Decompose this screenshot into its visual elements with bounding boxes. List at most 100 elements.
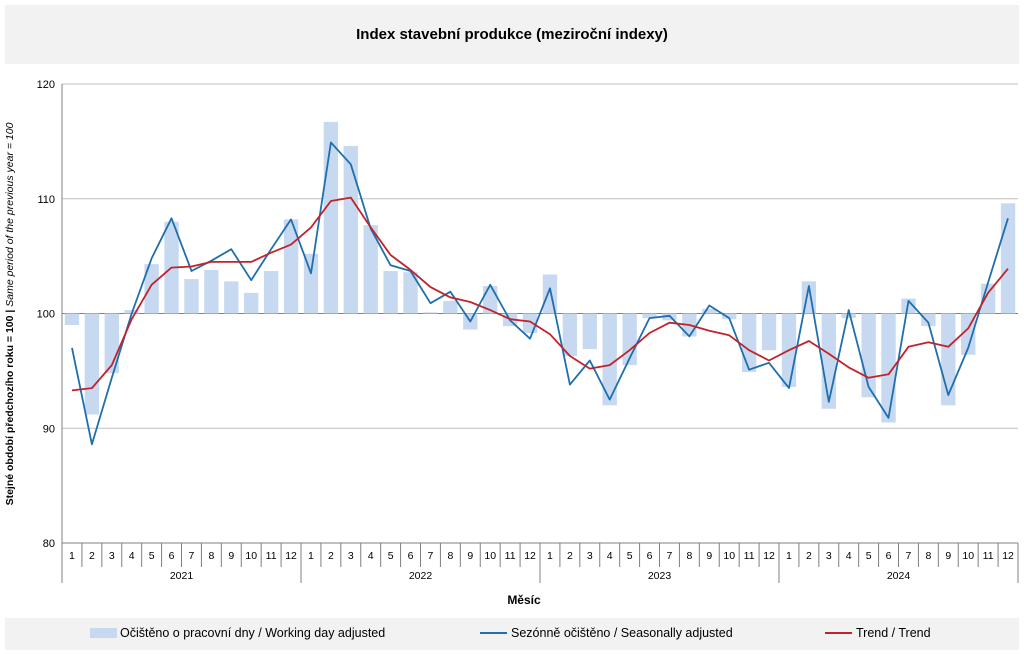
legend-item-seasonally: Sezónně očištěno / Seasonally adjusted bbox=[480, 626, 733, 640]
seasonally-adjusted-line bbox=[71, 141, 1009, 446]
bar bbox=[343, 145, 358, 314]
bar bbox=[522, 313, 538, 334]
bar bbox=[204, 269, 219, 314]
x-tick-label: 11 bbox=[744, 550, 755, 562]
x-tick-label: 12 bbox=[524, 550, 536, 562]
x-tick-label: 9 bbox=[228, 550, 234, 562]
bar bbox=[423, 312, 438, 314]
bar bbox=[741, 313, 757, 373]
x-tick-label: 3 bbox=[109, 550, 115, 562]
x-tick-label: 4 bbox=[129, 550, 135, 562]
y-tick-label: 80 bbox=[43, 538, 55, 550]
x-tick-label: 9 bbox=[945, 550, 951, 562]
bar bbox=[961, 313, 976, 355]
x-tick-label: 11 bbox=[505, 550, 516, 562]
bar bbox=[144, 264, 159, 314]
x-tick-label: 6 bbox=[647, 550, 653, 562]
bar bbox=[244, 292, 259, 314]
y-axis-label: Stejné období předchozího roku = 100 | S… bbox=[4, 122, 16, 505]
x-tick-label: 4 bbox=[846, 550, 852, 562]
x-tick-label: 2 bbox=[806, 550, 812, 562]
bar bbox=[184, 279, 199, 314]
x-tick-label: 3 bbox=[826, 550, 832, 562]
x-tick-label: 5 bbox=[866, 550, 872, 562]
x-tick-label: 12 bbox=[285, 550, 297, 562]
bar bbox=[283, 219, 299, 314]
bar bbox=[542, 274, 558, 314]
legend: Očištěno o pracovní dny / Working day ad… bbox=[5, 618, 1019, 650]
x-tick-label: 4 bbox=[368, 550, 374, 562]
x-tick-label: 12 bbox=[763, 550, 775, 562]
legend-swatch-bar bbox=[90, 628, 117, 638]
bar bbox=[722, 313, 737, 320]
axes: 1 2 3 4 5 6 7 8 9 10 11 12 1 2 3 4 5 6 7 8 9 10 11 12 1 2 3 4 5 6 7 8 9 1… bbox=[61, 84, 1019, 583]
bar bbox=[64, 313, 80, 325]
x-tick-label: 1 bbox=[308, 550, 314, 562]
year-label: 2021 bbox=[170, 570, 194, 582]
x-tick-label: 10 bbox=[484, 550, 496, 562]
legend-item-trend: Trend / Trend bbox=[825, 626, 931, 640]
x-tick-label: 7 bbox=[189, 550, 195, 562]
x-tick-label: 6 bbox=[169, 550, 175, 562]
x-tick-label: 1 bbox=[786, 550, 792, 562]
x-tick-label: 8 bbox=[925, 550, 931, 562]
x-axis-label: Měsíc bbox=[507, 593, 541, 607]
bar bbox=[602, 313, 617, 406]
x-tick-label: 2 bbox=[567, 550, 573, 562]
legend-label: Sezónně očištěno / Seasonally adjusted bbox=[511, 626, 733, 640]
bar bbox=[761, 313, 777, 351]
x-tick-label: 10 bbox=[723, 550, 735, 562]
y-tick-label: 100 bbox=[37, 309, 55, 321]
legend-label: Trend / Trend bbox=[856, 626, 931, 640]
bar bbox=[303, 253, 319, 314]
trend-line bbox=[71, 196, 1009, 392]
bar bbox=[941, 313, 956, 406]
x-tick-label: 8 bbox=[208, 550, 214, 562]
bar bbox=[921, 313, 936, 327]
x-tick-label: 12 bbox=[1002, 550, 1014, 562]
x-tick-label: 5 bbox=[149, 550, 155, 562]
bar bbox=[841, 313, 856, 319]
bar bbox=[323, 121, 339, 314]
bar bbox=[582, 313, 597, 350]
bar bbox=[403, 272, 418, 314]
bar bbox=[383, 271, 398, 314]
x-tick-label: 2 bbox=[89, 550, 95, 562]
x-tick-label: 4 bbox=[607, 550, 613, 562]
x-tick-label: 11 bbox=[983, 550, 994, 562]
chart-title: Index stavební produkce (meziroční index… bbox=[356, 26, 668, 43]
legend-label: Očištěno o pracovní dny / Working day ad… bbox=[120, 626, 386, 640]
bar bbox=[263, 271, 279, 314]
x-tick-label: 5 bbox=[388, 550, 394, 562]
bar bbox=[642, 313, 657, 319]
bar bbox=[821, 313, 836, 409]
x-tick-label: 8 bbox=[686, 550, 692, 562]
bar bbox=[363, 225, 378, 314]
x-tick-label: 11 bbox=[266, 550, 277, 562]
x-tick-label: 5 bbox=[627, 550, 633, 562]
x-tick-label: 2 bbox=[328, 550, 334, 562]
legend-swatch-line bbox=[825, 632, 852, 634]
bar bbox=[84, 313, 100, 415]
year-label: 2024 bbox=[887, 570, 911, 582]
x-tick-label: 7 bbox=[428, 550, 434, 562]
x-tick-label: 10 bbox=[245, 550, 257, 562]
year-label: 2022 bbox=[409, 570, 433, 582]
year-label: 2023 bbox=[648, 570, 672, 582]
y-tick-label: 90 bbox=[43, 423, 55, 435]
bar bbox=[702, 308, 717, 314]
x-tick-label: 8 bbox=[447, 550, 453, 562]
y-tick-label: 110 bbox=[37, 194, 55, 206]
series-lines bbox=[71, 141, 1009, 446]
x-tick-label: 9 bbox=[467, 550, 473, 562]
bar bbox=[562, 313, 578, 356]
x-tick-label: 9 bbox=[706, 550, 712, 562]
bar bbox=[224, 281, 239, 314]
x-tick-label: 3 bbox=[348, 550, 354, 562]
x-tick-label: 1 bbox=[69, 550, 75, 562]
chart-title-bar: Index stavební produkce (meziroční index… bbox=[5, 5, 1019, 64]
x-tick-label: 3 bbox=[587, 550, 593, 562]
legend-item-working-day: Očištěno o pracovní dny / Working day ad… bbox=[90, 626, 385, 640]
x-tick-label: 10 bbox=[962, 550, 974, 562]
x-tick-label: 6 bbox=[886, 550, 892, 562]
